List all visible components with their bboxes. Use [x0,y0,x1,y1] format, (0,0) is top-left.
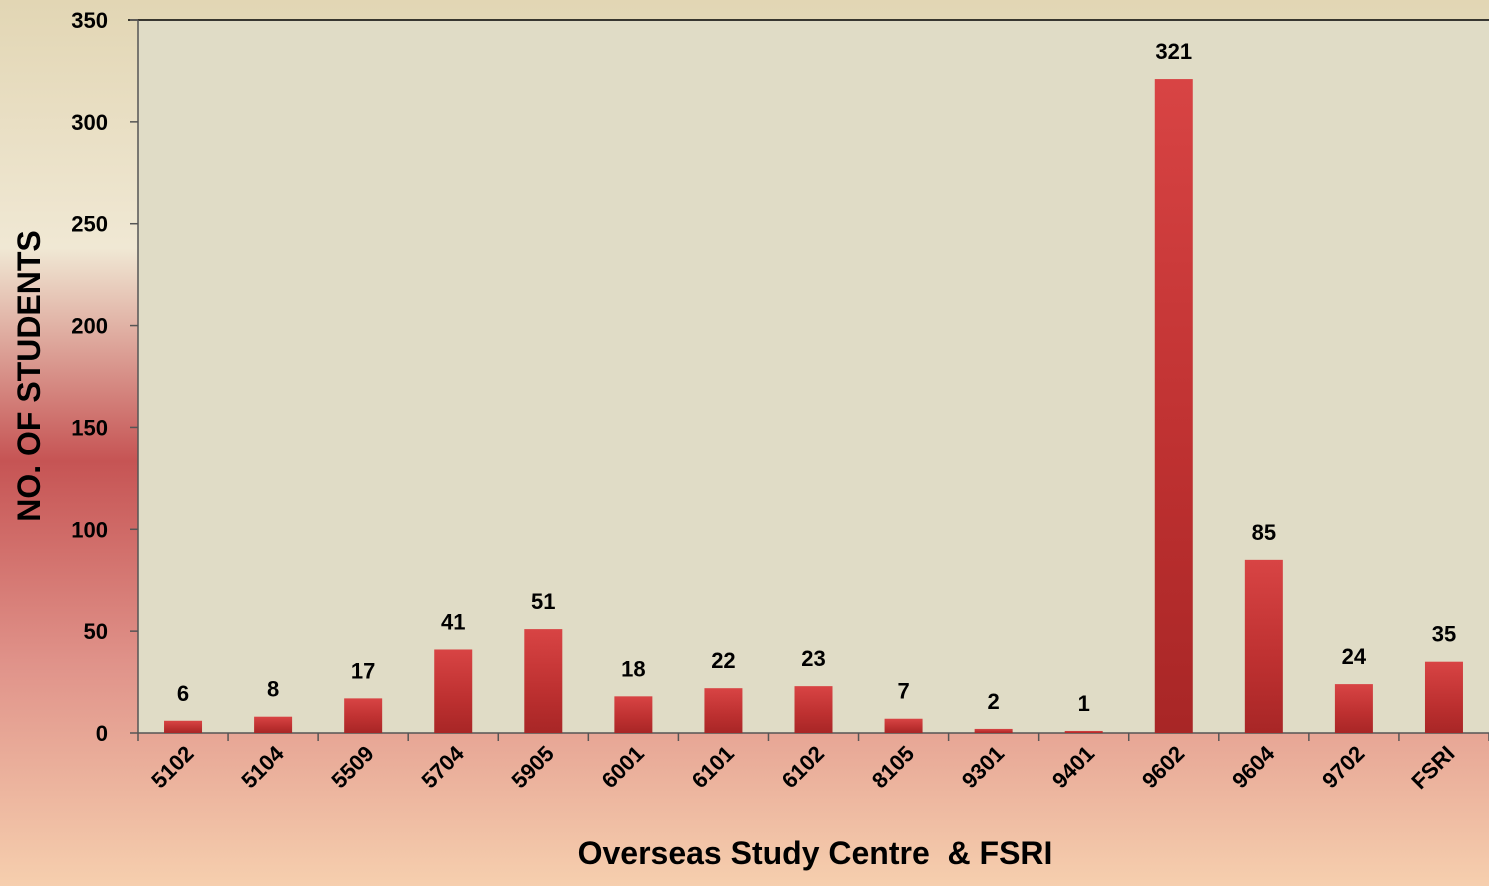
data-label: 2 [988,689,1000,714]
y-axis-title: NO. OF STUDENTS [11,230,47,522]
data-label: 17 [351,658,375,683]
y-tick-label: 0 [96,721,108,746]
data-label: 321 [1155,39,1192,64]
bar [704,688,743,733]
bar [1334,684,1373,733]
data-label: 41 [441,609,465,634]
y-tick-label: 200 [71,314,108,339]
data-label: 23 [801,646,825,671]
bar [344,698,383,733]
data-label: 18 [621,656,645,681]
data-label: 7 [897,679,909,704]
bar [974,728,1013,733]
y-tick-label: 50 [84,619,108,644]
y-tick-label: 100 [71,517,108,542]
bar [254,716,293,733]
data-label: 35 [1432,622,1456,647]
bar [1244,559,1283,733]
data-label: 51 [531,589,555,614]
bar [434,649,473,733]
bar [524,629,563,733]
y-tick-label: 300 [71,110,108,135]
data-label: 6 [177,681,189,706]
bar [164,720,203,733]
bar [884,718,923,733]
bar [1424,661,1463,733]
x-axis-title: Overseas Study Centre & FSRI [578,835,1053,871]
data-label: 8 [267,677,279,702]
bar [614,696,653,733]
y-tick-label: 250 [71,212,108,237]
bar [1064,730,1103,733]
bar [794,686,833,733]
data-label: 85 [1252,520,1276,545]
plot-area [138,20,1489,733]
bar [1154,79,1193,733]
y-tick-label: 150 [71,415,108,440]
data-label: 24 [1342,644,1367,669]
data-label: 22 [711,648,735,673]
y-tick-label: 350 [71,8,108,33]
data-label: 1 [1078,691,1090,716]
